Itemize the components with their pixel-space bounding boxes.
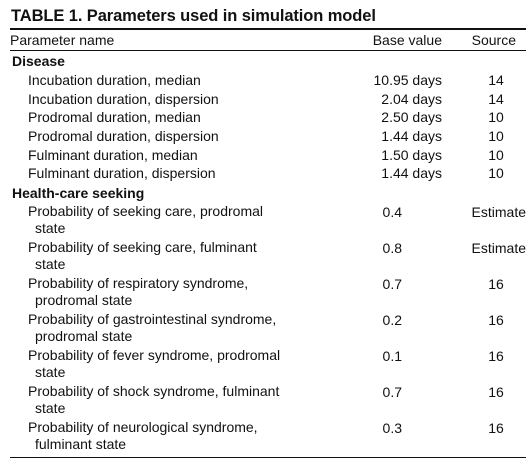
source-ref: 16 [488,312,504,329]
parameter-name-line2: fulminant state [35,435,127,452]
table-row: Probability of shock syndrome, fulminant… [10,383,526,419]
parameter-name-line1: Probability of seeking care, fulminant [28,239,257,256]
table-title: TABLE 1. Parameters used in simulation m… [11,7,376,25]
section-header: Disease [10,51,526,71]
base-value-text: 0.1 [382,348,402,365]
source-ref: 10 [488,146,504,163]
section-label: Health-care seeking [12,185,145,202]
source-ref: 10 [488,128,504,145]
table-row: Probability of respiratory syndrome, pro… [10,275,526,311]
base-value: 1.44 days [381,128,442,145]
base-value: 2.50 days [381,109,442,126]
parameter-name-line1: Probability of neurological syndrome, [28,419,258,436]
parameter-name-line1: Probability of shock syndrome, fulminant [28,383,280,400]
source-ref: 14 [488,72,504,88]
parameter-name: Incubation duration, median [28,72,201,88]
section-label: Disease [12,53,65,69]
source-ref: 10 [488,165,504,182]
parameter-name: Prodromal duration, median [28,109,201,126]
base-value-text: 0.8 [382,240,402,257]
header-row: Parameter name Base value Source [10,30,526,50]
table-row: Probability of seeking care, prodromal s… [10,203,526,239]
table-row: Probability of seeking care, fulminant s… [10,239,526,275]
source-ref: 16 [488,420,504,437]
source-ref: 16 [488,348,504,365]
table-row: Incubation duration, dispersion 2.04 day… [10,90,526,109]
base-value: 0.8 [346,239,446,275]
source-ref: 14 [488,90,504,107]
parameter-name: Probability of neurological syndrome, fu… [10,419,346,455]
top-rule [10,28,526,30]
table-container: TABLE 1. Parameters used in simulation m… [10,0,526,459]
table-row: Incubation duration, median 10.95 days 1… [10,71,526,90]
parameter-name: Fulminant duration, dispersion [28,165,216,182]
base-value: 0.2 [346,311,446,347]
table-row: Prodromal duration, median 2.50 days 10 [10,108,526,127]
base-value-text: 0.7 [382,384,402,401]
base-value-text: 0.2 [382,312,402,329]
parameter-name-line1: Probability of respiratory syndrome, [28,275,249,292]
base-value-text: 0.3 [382,420,402,437]
table-row: Fulminant duration, dispersion 1.44 days… [10,164,526,183]
source-ref: Estimate [471,240,526,257]
parameter-name: Probability of gastrointestinal syndrome… [10,311,346,347]
parameter-name-line2: prodromal state [35,327,133,344]
base-value: 1.50 days [381,146,442,163]
section-header: Health-care seeking [10,183,526,203]
source-ref: 10 [488,109,504,126]
parameter-name: Prodromal duration, dispersion [28,128,219,145]
parameter-name: Probability of shock syndrome, fulminant… [10,383,346,419]
parameter-name: Fulminant duration, median [28,146,198,163]
parameter-name-line2: prodromal state [35,291,133,308]
parameter-name: Probability of respiratory syndrome, pro… [10,275,346,311]
table-row: Probability of gastrointestinal syndrome… [10,311,526,347]
parameter-name-line1: Probability of gastrointestinal syndrome… [28,311,277,328]
parameter-name-line2: state [35,219,66,236]
parameter-name: Incubation duration, dispersion [28,90,219,107]
table-row: Probability of neurological syndrome, fu… [10,419,526,455]
table-row: Fulminant duration, median 1.50 days 10 [10,146,526,165]
header-rule [10,50,526,51]
parameter-name: Probability of seeking care, fulminant s… [10,239,346,275]
base-value: 0.3 [346,419,446,455]
parameter-name-line2: state [35,255,66,272]
parameter-name-line2: state [35,399,66,416]
col-header-base: Base value [372,32,442,48]
base-value: 0.1 [346,347,446,383]
base-value: 10.95 days [373,72,443,88]
parameters-body: Disease Incubation duration, median 10.9… [10,51,526,455]
parameter-name: Probability of seeking care, prodromal s… [10,203,346,239]
table-row: Probability of fever syndrome, prodromal… [10,347,526,383]
source-ref: 16 [488,384,504,401]
base-value-text: 0.7 [382,276,402,293]
parameter-name-line1: Probability of fever syndrome, prodromal [28,347,281,364]
source-ref: Estimate [471,204,526,221]
col-header-source: Source [471,32,516,48]
table-row: Prodromal duration, dispersion 1.44 days… [10,127,526,146]
parameter-name: Probability of fever syndrome, prodromal… [10,347,346,383]
parameter-name-line1: Probability of seeking care, prodromal [28,203,264,220]
parameter-name-line2: state [35,363,66,380]
base-value: 1.44 days [381,165,442,182]
base-value: 2.04 days [381,90,442,107]
base-value-text: 0.4 [382,204,402,221]
parameters-table: Parameter name Base value Source [10,30,526,50]
base-value: 0.7 [346,275,446,311]
base-value: 0.7 [346,383,446,419]
base-value: 0.4 [346,203,446,239]
source-ref: 16 [488,276,504,293]
bottom-rule [10,457,526,459]
col-header-name: Parameter name [10,32,115,48]
